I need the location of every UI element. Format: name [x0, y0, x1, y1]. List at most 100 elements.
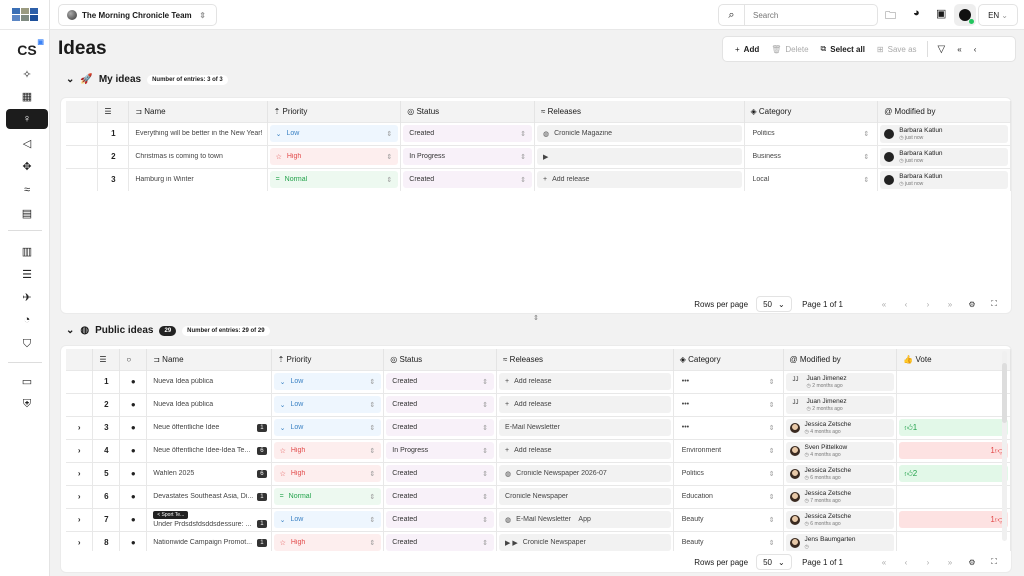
status-cell[interactable]: Created ⇕ [400, 167, 535, 191]
index-column-header[interactable]: ☰ [92, 349, 121, 370]
column-header-priority[interactable]: ⇡ Priority [271, 349, 385, 370]
clipboard-icon[interactable]: ▤ [21, 207, 33, 220]
add-release-button[interactable]: + Add release [499, 442, 671, 459]
expand-toggle[interactable]: › [66, 461, 94, 485]
app-logo[interactable] [0, 0, 50, 30]
releases-cell[interactable]: + Add release [534, 167, 745, 191]
modified-by-chip[interactable]: Sven Pittelkow ◷ 4 months ago [785, 441, 895, 460]
rows-per-page-select[interactable]: 50 ⌄ [756, 554, 793, 570]
category-select[interactable]: ••• ⇕ [676, 396, 781, 413]
filter-button[interactable]: ▽ [937, 43, 946, 55]
category-cell[interactable]: ••• ⇕ [673, 415, 784, 439]
column-header-releases[interactable]: ≈ Releases [534, 101, 745, 122]
releases-cell[interactable]: ▶ [534, 144, 745, 168]
modified-by-chip[interactable]: JJ Juan Jimenez ◷ 2 months ago [785, 395, 895, 414]
name-cell[interactable]: Neue öffentliche Idee-Idea Te... 6 [146, 438, 272, 462]
column-header-category[interactable]: ◈ Category [673, 349, 784, 370]
first-page-button[interactable]: « [881, 299, 887, 309]
status-select[interactable]: Created ⇕ [386, 373, 495, 390]
category-cell[interactable]: Business ⇕ [744, 144, 879, 168]
release-chip[interactable]: E-Mail Newsletter [499, 419, 671, 436]
table-row[interactable]: 2 Christmas is coming to town ☆ High ⇕ In Pro… [66, 144, 1011, 168]
releases-cell[interactable]: E-Mail Newsletter [496, 415, 674, 439]
vote-down[interactable]: 1 👎︎ [899, 511, 1008, 528]
resize-handle-icon[interactable]: ⇕ [533, 315, 539, 322]
releases-cell[interactable]: Cronicle Newspaper [496, 484, 674, 508]
table-row[interactable]: 2 ● Nueva Idea pública ⌄ Low ⇕ Created ⇕ + Add re… [66, 392, 1011, 416]
printer-icon[interactable]: ▣ [936, 8, 947, 20]
vote-cell[interactable] [896, 392, 1011, 416]
priority-select[interactable]: ⌄ Low ⇕ [273, 419, 382, 436]
release-chip[interactable]: ◍ E-Mail Newsletter App [499, 511, 671, 528]
name-cell[interactable]: Nueva Idea pública [146, 392, 272, 416]
release-chip[interactable]: ▶ [536, 148, 742, 165]
search-icon[interactable]: ⌕ [719, 5, 745, 25]
priority-select[interactable]: ☆ High ⇕ [273, 465, 382, 482]
priority-cell[interactable]: = Normal ⇕ [271, 484, 385, 508]
modified-by-chip[interactable]: Jens Baumgarten ◷ [785, 533, 895, 551]
database-icon[interactable]: ☰ [22, 268, 32, 281]
release-chip[interactable]: ◍ Cronicle Newspaper 2026-07 [499, 465, 671, 482]
status-select[interactable]: In Progress ⇕ [403, 148, 532, 165]
priority-cell[interactable]: ☆ High ⇕ [267, 144, 402, 168]
prev-page-button[interactable]: ‹ [904, 557, 908, 567]
table-row[interactable]: › 7 ● < Sport Te... Under Prdsdsfdsddsdessur… [66, 507, 1011, 531]
next-page-button[interactable]: › [926, 557, 930, 567]
name-cell[interactable]: Christmas is coming to town [128, 144, 268, 168]
category-select[interactable]: Beauty ⇕ [676, 511, 781, 528]
releases-cell[interactable]: ◍ Cronicle Magazine [534, 121, 745, 145]
chevron-down-icon[interactable]: ⌄ [66, 325, 75, 336]
priority-cell[interactable]: ☆ High ⇕ [271, 438, 385, 462]
category-cell[interactable]: Education ⇕ [673, 484, 784, 508]
index-column-header[interactable]: ☰ [97, 101, 130, 122]
vote-up[interactable]: 👍︎ 2 [899, 465, 1008, 482]
category-select[interactable]: Environment ⇕ [676, 442, 781, 459]
column-header-vote[interactable]: 👍 Vote [896, 349, 1011, 370]
palette-icon[interactable]: ◕ [913, 7, 920, 19]
priority-cell[interactable]: ⌄ Low ⇕ [271, 392, 385, 416]
table-row[interactable]: › 4 ● Neue öffentliche Idee-Idea Te... 6 ☆ Hig… [66, 438, 1011, 462]
category-cell[interactable]: Politics ⇕ [744, 121, 879, 145]
column-header-name[interactable]: ⊐ Name [128, 101, 268, 122]
rss-icon[interactable]: ≈ [23, 184, 31, 196]
name-cell[interactable]: < Sport Te... Under Prdsdsfdsddsdessure: … [146, 507, 272, 531]
fullscreen-icon[interactable]: ⛶ [991, 299, 997, 308]
category-select[interactable]: ••• ⇕ [676, 419, 781, 436]
release-chip[interactable]: ◍ Cronicle Magazine [536, 125, 742, 142]
shield-check-icon[interactable]: ⛉ [22, 337, 32, 350]
table-row[interactable]: › 5 ● Wahlen 2025 6 ☆ High ⇕ Created ⇕ ◍ Cronicle N… [66, 461, 1011, 485]
priority-select[interactable]: ⌄ Low ⇕ [273, 373, 382, 390]
vote-cell[interactable] [896, 530, 1011, 551]
save-as-button[interactable]: ⊞ Save as [876, 44, 917, 54]
priority-cell[interactable]: ⌄ Low ⇕ [267, 121, 402, 145]
shield-gear-icon[interactable]: ⛨ [22, 397, 32, 410]
priority-select[interactable]: = Normal ⇕ [273, 488, 382, 505]
team-selector[interactable]: The Morning Chronicle Team ⇕ [58, 4, 217, 26]
settings-gear-icon[interactable]: ⚙ [968, 299, 976, 309]
name-cell[interactable]: Everything will be better in the New Yea… [128, 121, 268, 145]
name-cell[interactable]: Nueva Idea pública [146, 369, 272, 393]
vote-cell[interactable]: 1 👎︎ [896, 507, 1011, 531]
category-cell[interactable]: Politics ⇕ [673, 461, 784, 485]
table-row[interactable]: › 6 ● Devastates Southeast Asia, Di... 1 = Nor… [66, 484, 1011, 508]
priority-select[interactable]: ☆ High ⇕ [269, 148, 399, 165]
modified-by-chip[interactable]: Jessica Zetsche ◷ 7 months ago [785, 487, 895, 506]
add-release-button[interactable]: + Add release [499, 396, 671, 413]
priority-cell[interactable]: ⌄ Low ⇕ [271, 369, 385, 393]
category-cell[interactable]: ••• ⇕ [673, 392, 784, 416]
delete-button[interactable]: 🗑 Delete [771, 44, 809, 54]
add-release-button[interactable]: + Add release [499, 373, 671, 390]
table-row[interactable]: › 3 ● Neue öffentliche Idee 1 ⌄ Low ⇕ Created ⇕ E-… [66, 415, 1011, 439]
releases-cell[interactable]: + Add release [496, 438, 674, 462]
last-page-button[interactable]: » [947, 557, 953, 567]
library-icon[interactable]: ▥ [21, 245, 33, 258]
column-header-modified-by[interactable]: @ Modified by [877, 101, 1011, 122]
first-page-button[interactable]: « [881, 557, 887, 567]
status-dot-column-header[interactable]: ○ [119, 349, 148, 370]
column-header-status[interactable]: ◎ Status [383, 349, 498, 370]
category-cell[interactable]: Beauty ⇕ [673, 507, 784, 531]
category-select[interactable]: ••• ⇕ [676, 373, 781, 390]
status-cell[interactable]: Created ⇕ [400, 121, 535, 145]
column-header-status[interactable]: ◎ Status [400, 101, 535, 122]
status-cell[interactable]: Created ⇕ [383, 392, 498, 416]
